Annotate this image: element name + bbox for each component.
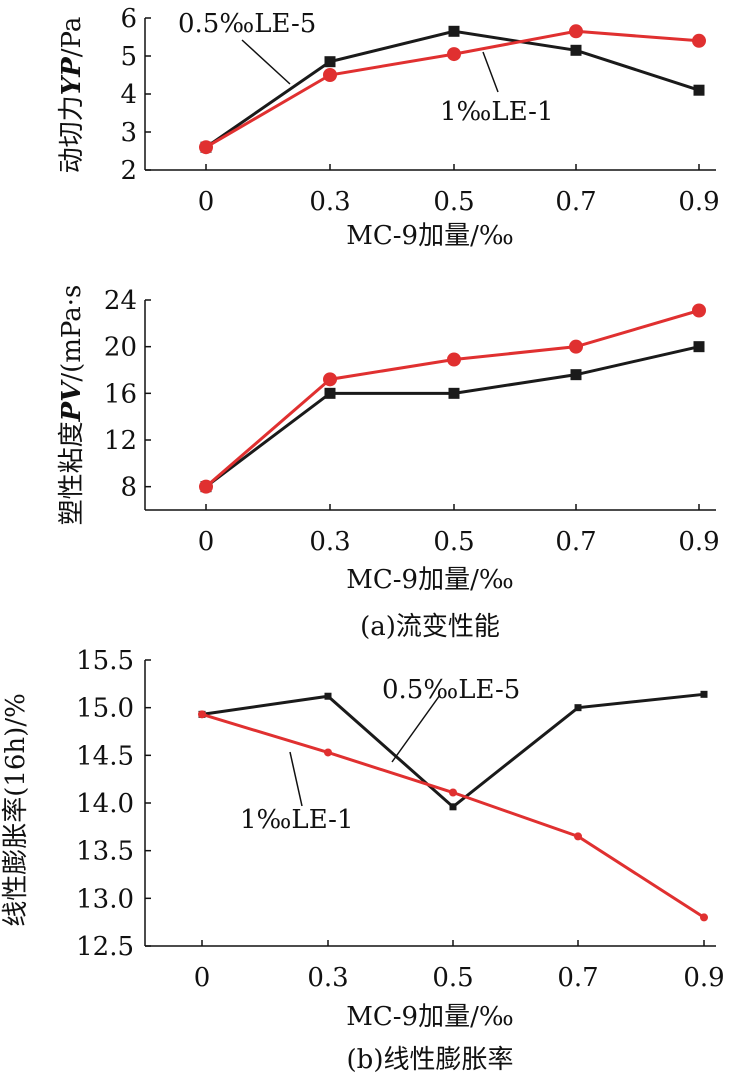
swell-series-1-point [700,913,708,922]
yp-series-0-point [570,44,582,56]
pv-series-1-point [323,372,337,387]
yp-callout-red: 1‰LE-1 [440,97,553,127]
swell-y-tick-label: 15.5 [76,646,134,676]
pv-y-tick-label: 12 [104,426,137,456]
swell-y-tick-label: 12.5 [76,932,134,962]
pv-series-1-point [199,479,213,494]
pv-x-tick-label: 0.7 [555,527,596,557]
pv-y-tick-label: 8 [120,473,137,503]
yp-chart: 2 3 4 5 6 0 0.3 0.5 0.7 0.9 0.5‰LE-5 1‰LE-1 MC-9… [57,4,720,251]
pv-y-tick-label: 16 [104,379,137,409]
pv-series-0-point [448,387,460,399]
yp-x-tick-label: 0 [198,187,215,217]
yp-series-0-point [448,25,460,37]
pv-series-0-point [324,387,336,399]
yp-series-1-point [199,140,213,155]
caption-b: (b)线性膨胀率 [347,1045,514,1075]
pv-y-tick-label: 24 [104,286,137,316]
pv-series-0-point [693,341,705,353]
pv-series-1-point [447,352,461,367]
pv-series-line-0 [205,345,700,488]
swell-y-tick-label: 13.5 [76,837,134,867]
swell-y-tick-label: 15.0 [76,694,134,724]
swell-x-tick-label: 0.9 [683,963,724,993]
yp-y-tick-label: 2 [120,156,137,186]
yp-y-tick-label: 4 [120,80,137,110]
swell-callout-red: 1‰LE-1 [240,805,353,835]
yp-series-0-point [324,56,336,68]
swell-series-1-point [449,788,457,797]
yp-series-1-point [692,33,706,48]
swell-callout-black: 0.5‰LE-5 [382,675,520,705]
pv-x-tick-label: 0.5 [433,527,474,557]
yp-x-axis-label: MC-9加量/‰ [346,221,514,251]
swell-series-1-point [574,832,582,841]
pv-series-1-point [692,303,706,318]
yp-x-tick-label: 0.9 [678,187,719,217]
swell-series-0-point [324,692,332,700]
swell-callout-leader-red [289,751,303,807]
swell-y-tick-label: 14.5 [76,741,134,771]
pv-x-axis-label: MC-9加量/‰ [346,565,514,595]
yp-callout-black: 0.5‰LE-5 [178,9,316,39]
yp-y-tick-label: 3 [120,118,137,148]
swell-series-0-point [574,704,582,712]
yp-series-0-point [693,84,705,96]
yp-x-tick-label: 0.3 [309,187,350,217]
swell-y-tick-label: 13.0 [76,884,134,914]
yp-series-1-point [447,47,461,62]
swell-series-1-point [198,710,206,719]
caption-a: (a)流变性能 [360,612,500,642]
pv-y-tick-label: 20 [104,333,137,363]
swell-y-axis-label: 线性膨胀率(16h)/% [1,693,31,927]
yp-x-tick-label: 0.5 [433,187,474,217]
swell-y-tick-label: 14.0 [76,789,134,819]
yp-callout-leader-red [482,51,499,93]
swell-chart: 12.5 13.0 13.5 14.0 14.5 15.0 15.5 0 0.3 0.5 0.7 0… [1,646,725,1032]
yp-x-tick-label: 0.7 [555,187,596,217]
yp-series-1-point [323,68,337,82]
swell-series-0-point [700,690,708,698]
swell-x-tick-label: 0.3 [307,963,348,993]
pv-series-1-point [569,339,583,354]
swell-x-tick-label: 0 [194,963,211,993]
pv-y-axis-label: 塑性粘度PV/(mPa·s [57,285,87,526]
pv-chart: 8 12 16 20 24 0 0.3 0.5 0.7 0.9 MC-9加量/‰ 塑性粘度PV/… [57,285,720,595]
swell-x-axis-label: MC-9加量/‰ [346,1002,514,1032]
swell-series-0-point [449,803,457,811]
swell-x-tick-label: 0.7 [557,963,598,993]
pv-x-tick-label: 0.9 [678,527,719,557]
swell-callout-leader-black [391,694,441,763]
yp-y-axis-label: 动切力YP/Pa [57,17,87,174]
yp-callout-leader-black [241,39,291,85]
yp-y-tick-label: 6 [120,4,137,34]
pv-x-tick-label: 0 [198,527,215,557]
swell-series-1-point [324,748,332,757]
pv-series-0-point [570,369,582,381]
swell-x-tick-label: 0.5 [432,963,473,993]
yp-y-tick-label: 5 [120,42,137,72]
pv-x-tick-label: 0.3 [309,527,350,557]
yp-series-1-point [569,24,583,39]
